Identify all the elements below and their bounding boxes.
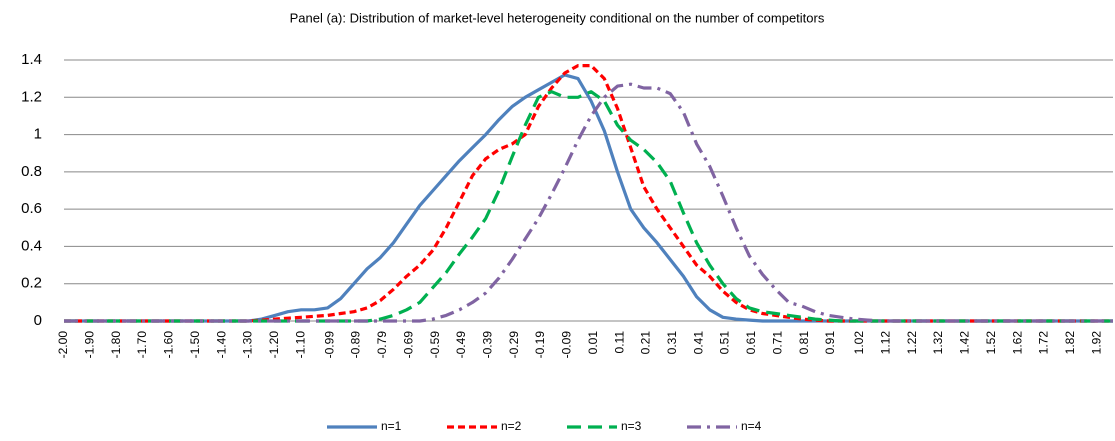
x-tick: 1.32: [931, 331, 945, 355]
x-tick-label: 1.72: [1037, 331, 1051, 355]
x-tick-label: -0.69: [401, 331, 415, 359]
x-tick-label: -0.39: [481, 331, 495, 359]
x-tick: -1.60: [162, 331, 176, 359]
x-tick-label: 1.92: [1089, 331, 1103, 355]
series-line: [64, 73, 1113, 323]
x-tick-label: -1.90: [83, 331, 97, 359]
x-tick-label: 1.32: [931, 331, 945, 355]
x-tick: -0.99: [322, 331, 336, 359]
x-tick: -0.79: [375, 331, 389, 359]
x-tick: 0.51: [718, 331, 732, 355]
x-tick-label: -1.70: [135, 331, 149, 359]
x-tick: 1.82: [1063, 331, 1077, 355]
x-tick-label: 1.12: [879, 331, 893, 355]
x-tick-label: 1.22: [905, 331, 919, 355]
x-tick: -1.30: [241, 331, 255, 359]
x-tick: -0.09: [560, 331, 574, 359]
x-tick-label: 0.11: [612, 331, 626, 354]
y-tick-label: 0.8: [21, 163, 42, 180]
x-tick: -2.00: [56, 331, 70, 359]
x-tick: -0.39: [481, 331, 495, 359]
x-tick-label: -1.30: [241, 331, 255, 359]
x-tick: 1.22: [905, 331, 919, 355]
x-tick-label: -0.79: [375, 331, 389, 359]
x-tick-label: -1.60: [162, 331, 176, 359]
x-tick: -1.40: [214, 331, 228, 359]
y-tick-label: 1.2: [21, 88, 42, 105]
x-tick-label: 0.41: [691, 331, 705, 355]
x-tick: 0.91: [823, 331, 837, 355]
x-tick: 1.12: [879, 331, 893, 355]
x-tick-label: -0.09: [560, 331, 574, 359]
series-line: [64, 63, 1113, 323]
x-tick: 1.72: [1037, 331, 1051, 355]
x-tick-label: 1.02: [852, 331, 866, 355]
legend-label: n=1: [381, 419, 402, 433]
x-tick-label: 0.31: [665, 331, 679, 355]
x-tick: -0.49: [454, 331, 468, 359]
x-tick: -0.89: [349, 331, 363, 359]
x-tick: 0.31: [665, 331, 679, 355]
x-tick: 1.42: [958, 331, 972, 355]
x-tick-label: 0.21: [639, 331, 653, 355]
x-tick: 1.02: [852, 331, 866, 355]
x-tick: -0.19: [533, 331, 547, 359]
x-tick-label: -1.80: [109, 331, 123, 359]
x-tick-label: -1.50: [188, 331, 202, 359]
x-tick-label: 0.91: [823, 331, 837, 355]
x-tick: 0.41: [691, 331, 705, 355]
x-tick-label: -1.10: [293, 331, 307, 359]
x-tick: 1.52: [984, 331, 998, 355]
x-tick-label: 1.52: [984, 331, 998, 355]
x-tick-label: 1.62: [1010, 331, 1024, 355]
series-line: [64, 90, 1113, 323]
x-tick-label: -0.89: [349, 331, 363, 359]
x-tick: -0.69: [401, 331, 415, 359]
x-tick-label: 0.51: [718, 331, 732, 355]
x-tick: -1.80: [109, 331, 123, 359]
y-tick-label: 0.2: [21, 275, 42, 292]
x-tick: 1.62: [1010, 331, 1024, 355]
x-tick: -1.90: [83, 331, 97, 359]
x-tick: -1.20: [267, 331, 281, 359]
x-tick: 0.01: [586, 331, 600, 355]
y-tick-label: 0.6: [21, 200, 42, 217]
x-tick: -1.10: [293, 331, 307, 359]
y-tick-label: 0.4: [21, 237, 42, 254]
x-tick-label: -0.29: [507, 331, 521, 359]
legend-label: n=2: [501, 419, 522, 433]
x-tick: 0.21: [639, 331, 653, 355]
x-tick-label: -1.20: [267, 331, 281, 359]
legend-label: n=4: [741, 419, 762, 433]
x-tick-label: -1.40: [214, 331, 228, 359]
x-tick-label: -0.59: [428, 331, 442, 359]
legend-label: n=3: [621, 419, 642, 433]
x-tick: -0.29: [507, 331, 521, 359]
x-tick-label: 0.61: [744, 331, 758, 355]
x-tick-label: 0.01: [586, 331, 600, 355]
x-tick: -0.59: [428, 331, 442, 359]
x-tick: 0.81: [797, 331, 811, 355]
x-tick: 0.11: [612, 331, 626, 354]
x-tick: 0.71: [770, 331, 784, 355]
chart-title: Panel (a): Distribution of market-level …: [290, 10, 825, 25]
series-line: [64, 82, 1113, 323]
x-tick: -1.70: [135, 331, 149, 359]
x-tick: -1.50: [188, 331, 202, 359]
x-tick-label: 1.42: [958, 331, 972, 355]
y-tick-label: 0: [34, 312, 42, 329]
x-tick-label: -2.00: [56, 331, 70, 359]
x-tick-label: 0.71: [770, 331, 784, 355]
x-tick-label: -0.99: [322, 331, 336, 359]
x-tick: 0.61: [744, 331, 758, 355]
y-tick-label: 1: [34, 126, 42, 143]
x-tick-label: -0.49: [454, 331, 468, 359]
x-tick-label: 1.82: [1063, 331, 1077, 355]
y-tick-label: 1.4: [21, 51, 42, 68]
x-tick-label: 0.81: [797, 331, 811, 355]
x-tick-label: -0.19: [533, 331, 547, 359]
x-tick: 1.92: [1089, 331, 1103, 355]
